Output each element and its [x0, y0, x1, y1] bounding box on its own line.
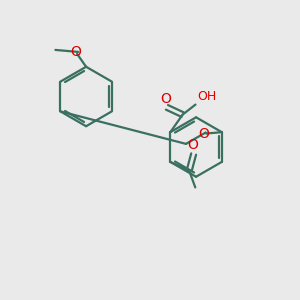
Text: OH: OH — [197, 90, 217, 103]
Text: O: O — [198, 127, 209, 141]
Text: O: O — [70, 45, 81, 59]
Text: O: O — [160, 92, 171, 106]
Text: O: O — [188, 138, 199, 152]
